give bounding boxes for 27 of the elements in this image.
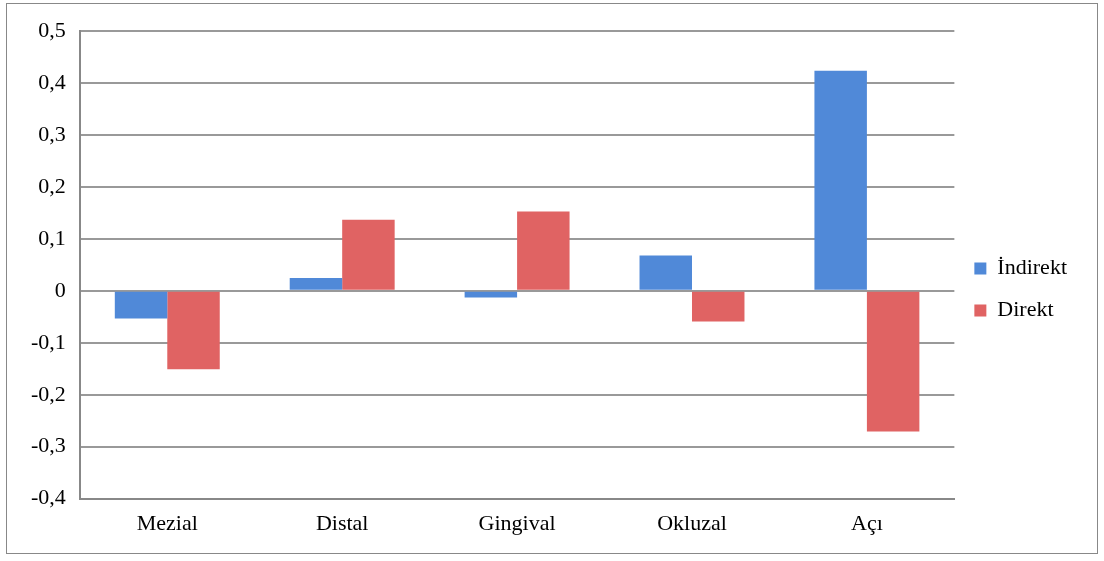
legend-label: İndirekt — [997, 254, 1068, 280]
bar — [692, 291, 745, 322]
x-tick-label: Açı — [851, 509, 883, 535]
bar — [464, 291, 518, 298]
y-tick-label: 0,5 — [38, 16, 66, 42]
bar — [167, 291, 220, 370]
legend-label: Direkt — [997, 296, 1054, 322]
bar — [814, 70, 867, 290]
bar — [517, 211, 570, 290]
y-tick-label: 0,1 — [38, 224, 66, 250]
x-tick-label: Mezial — [136, 509, 198, 535]
bar — [639, 255, 692, 290]
y-tick-label: -0,3 — [31, 432, 66, 458]
bar — [114, 291, 168, 319]
y-tick-label: -0,1 — [31, 328, 66, 354]
bar — [342, 219, 395, 290]
y-tick-label: 0,2 — [38, 172, 66, 198]
y-tick-label: 0 — [54, 276, 66, 302]
y-tick-label: -0,2 — [31, 380, 66, 406]
bar — [866, 291, 920, 432]
y-tick-label: -0,4 — [31, 484, 66, 510]
y-tick-label: 0,3 — [38, 120, 66, 146]
x-tick-label: Distal — [315, 509, 369, 535]
y-tick-label: 0,4 — [38, 68, 66, 94]
x-tick-label: Gingival — [478, 509, 556, 535]
bar — [289, 277, 343, 290]
x-tick-label: Okluzal — [657, 509, 727, 535]
